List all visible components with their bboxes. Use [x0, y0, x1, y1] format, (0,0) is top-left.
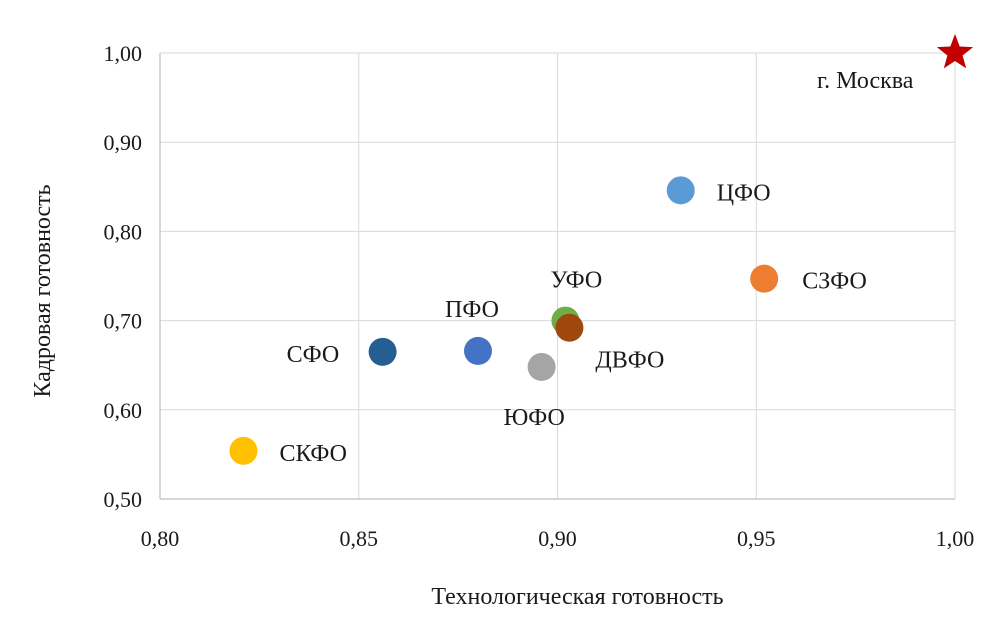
point-marker: [750, 264, 779, 293]
point-marker: [555, 313, 584, 342]
point-label: г. Москва: [817, 68, 914, 94]
y-tick-label: 0,90: [104, 130, 143, 155]
x-tick-label: 1,00: [936, 526, 975, 551]
y-tick-label: 0,60: [104, 398, 143, 423]
data-points: [229, 34, 974, 465]
star-marker: [936, 34, 974, 69]
point-marker: [666, 176, 695, 205]
point-labels: г. Москва ЦФО СЗФО УФО ДВФО ПФО СФО ЮФО СКФО: [279, 68, 913, 467]
y-tick-label: 0,50: [104, 487, 143, 512]
y-tick-label: 1,00: [104, 41, 143, 66]
y-axis-title: Кадровая готовность: [30, 184, 56, 397]
y-tick-label: 0,80: [104, 219, 143, 244]
point-label: ЮФО: [504, 405, 565, 431]
point-marker: [464, 336, 492, 365]
x-tick-label: 0,95: [737, 526, 776, 551]
x-tick-label: 0,90: [538, 526, 577, 551]
x-tick-label: 0,85: [340, 526, 379, 551]
point-label: ПФО: [445, 297, 499, 323]
tick-labels: 0,50 0,60 0,70 0,80 0,90 1,00 0,80 0,85 0,90 0,95…: [104, 41, 975, 551]
x-tick-label: 0,80: [141, 526, 180, 551]
point-label: СКФО: [279, 441, 347, 467]
axes: [159, 53, 955, 500]
point-label: УФО: [550, 268, 602, 294]
y-tick-label: 0,70: [104, 309, 143, 334]
point-marker: [229, 436, 258, 465]
point-label: ЦФО: [717, 180, 771, 206]
point-label: СЗФО: [802, 269, 867, 295]
point-marker: [368, 337, 397, 366]
point-label: ДВФО: [595, 348, 664, 374]
grid-lines: [160, 52, 956, 499]
x-axis-title: Технологическая готовность: [431, 584, 723, 610]
point-marker: [527, 352, 556, 381]
point-label: СФО: [287, 342, 340, 368]
